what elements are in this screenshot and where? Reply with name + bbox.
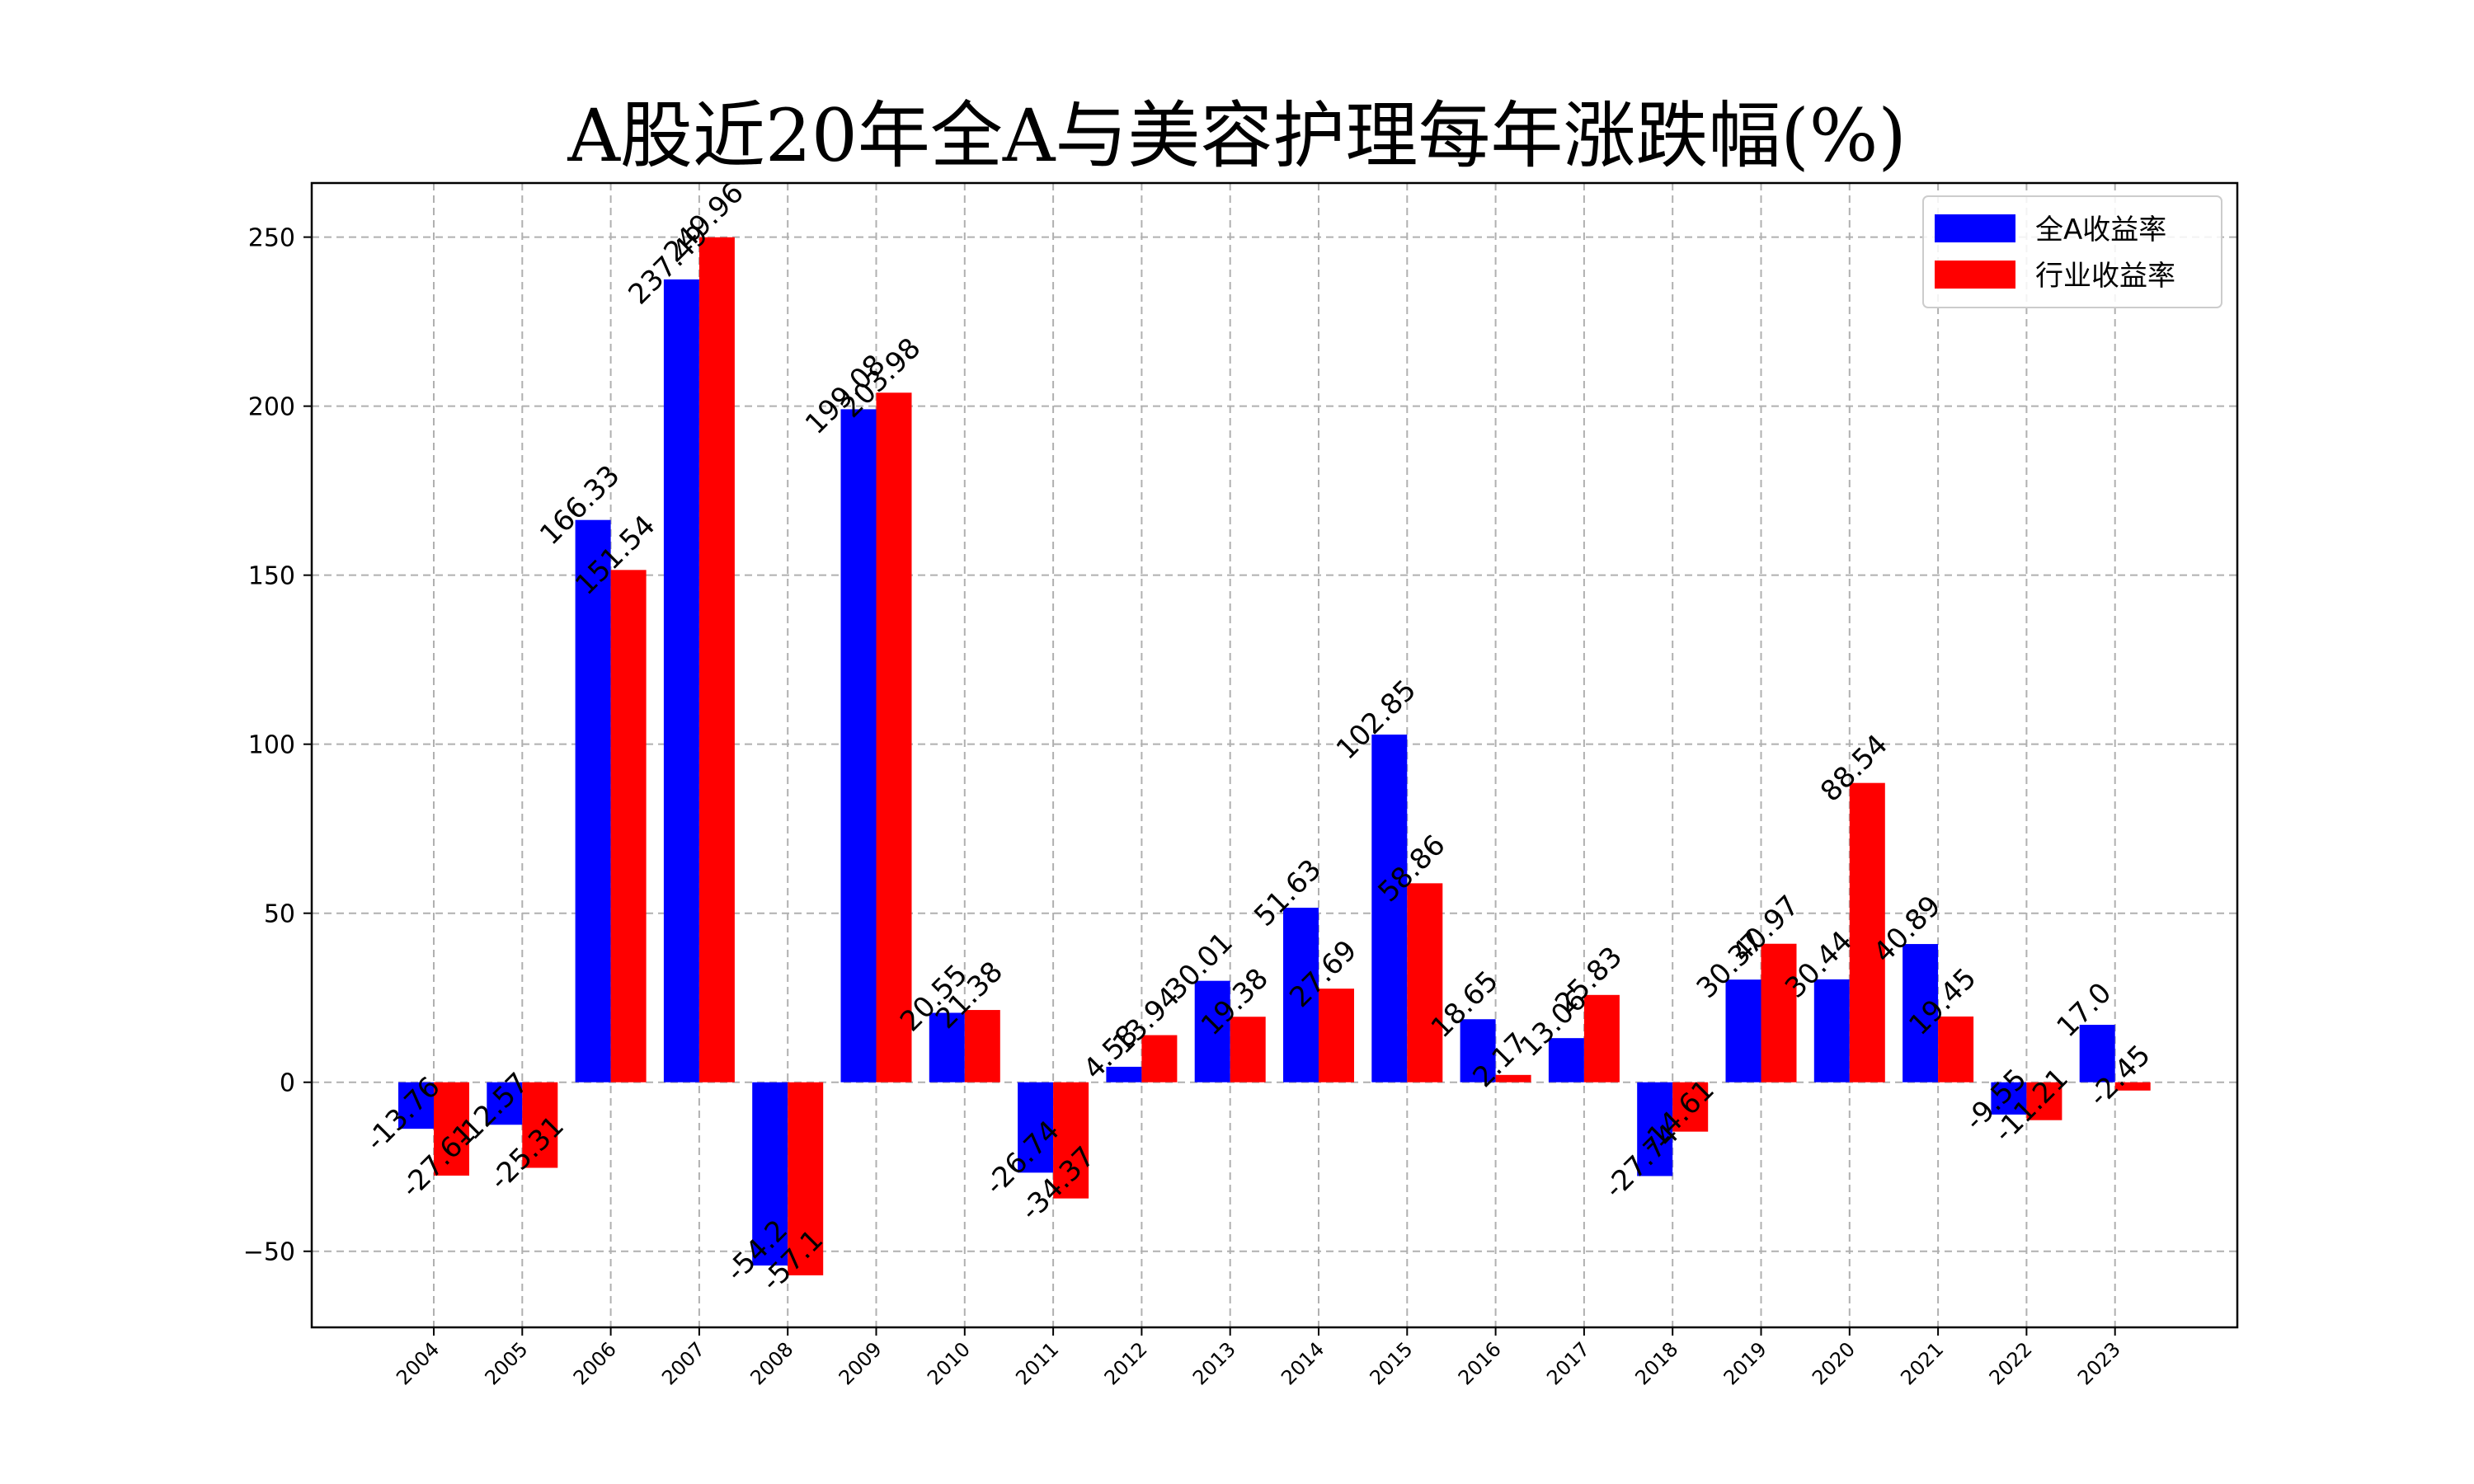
bar	[434, 1082, 469, 1176]
x-tick-label: 2007	[657, 1337, 709, 1389]
legend-swatch	[1935, 261, 2015, 289]
bar	[1018, 1082, 1054, 1173]
x-tick-label: 2020	[1808, 1337, 1860, 1389]
bar	[1319, 989, 1354, 1082]
bar	[1583, 994, 1620, 1082]
bar	[487, 1082, 523, 1125]
bar	[2114, 1082, 2151, 1091]
ticks-layer: −50 0 50 100 150 200 250 2004 2005 2006 2007 2008 20…	[243, 224, 2125, 1390]
bar	[1725, 979, 1761, 1082]
bar	[1141, 1035, 1178, 1082]
bar	[610, 570, 647, 1082]
bar	[522, 1082, 558, 1168]
bar	[752, 1082, 788, 1266]
x-tick-label: 2012	[1100, 1337, 1152, 1389]
x-tick-label: 2004	[392, 1337, 444, 1389]
bar	[698, 237, 735, 1082]
x-tick-label: 2009	[835, 1337, 887, 1389]
y-tick-label: −50	[243, 1238, 295, 1267]
bar	[1283, 908, 1319, 1082]
bar	[1194, 980, 1230, 1082]
x-tick-label: 2021	[1896, 1337, 1948, 1389]
bar	[1813, 979, 1850, 1082]
bar	[876, 392, 912, 1082]
bar	[788, 1082, 824, 1275]
bar	[1637, 1082, 1673, 1176]
bar	[1230, 1017, 1266, 1082]
y-tick-label: 150	[248, 562, 295, 591]
x-tick-label: 2005	[481, 1337, 533, 1389]
x-tick-label: 2017	[1542, 1337, 1594, 1389]
bar	[964, 1010, 1000, 1082]
bar	[663, 279, 699, 1082]
bar	[1106, 1066, 1142, 1082]
bar	[840, 409, 877, 1082]
x-tick-label: 2016	[1454, 1337, 1506, 1389]
bar	[1460, 1019, 1496, 1082]
bar	[398, 1082, 434, 1129]
bar	[929, 1012, 965, 1082]
x-tick-label: 2015	[1366, 1337, 1418, 1389]
bar	[1938, 1016, 1974, 1082]
bar	[1371, 734, 1408, 1082]
x-tick-label: 2006	[569, 1337, 621, 1389]
bar	[1903, 944, 1939, 1082]
bar	[1495, 1074, 1531, 1082]
y-tick-label: 200	[248, 393, 295, 422]
bar	[1672, 1082, 1709, 1132]
bar	[1407, 883, 1443, 1082]
legend-entry-label: 全A收益率	[2035, 214, 2166, 247]
bar	[1991, 1082, 2027, 1115]
x-tick-label: 2018	[1630, 1337, 1682, 1389]
x-tick-label: 2008	[745, 1337, 797, 1389]
x-tick-label: 2011	[1011, 1337, 1063, 1389]
legend-entry-label: 行业收益率	[2035, 260, 2175, 293]
y-tick-label: 50	[264, 900, 295, 929]
y-tick-label: 0	[280, 1069, 295, 1098]
bar	[2026, 1082, 2062, 1120]
y-tick-label: 250	[248, 224, 295, 253]
bar	[1761, 943, 1797, 1082]
bar	[2079, 1025, 2115, 1082]
bar	[1849, 782, 1885, 1082]
grid-layer	[312, 183, 2237, 1327]
x-tick-label: 2013	[1188, 1337, 1240, 1389]
bar	[1548, 1038, 1584, 1082]
x-tick-label: 2019	[1719, 1337, 1771, 1389]
x-tick-label: 2023	[2073, 1337, 2125, 1389]
bar	[1053, 1082, 1089, 1199]
x-tick-label: 2014	[1277, 1337, 1329, 1389]
bar	[575, 519, 611, 1082]
x-tick-label: 2010	[923, 1337, 975, 1389]
plot-frame	[310, 181, 2239, 1329]
y-tick-label: 100	[248, 731, 295, 760]
bars-layer	[398, 237, 2151, 1275]
chart-title: A股近20年全A与美容护理每年涨跌幅(%)	[567, 93, 1906, 178]
legend-swatch	[1935, 214, 2015, 242]
x-tick-label: 2022	[1985, 1337, 2037, 1389]
